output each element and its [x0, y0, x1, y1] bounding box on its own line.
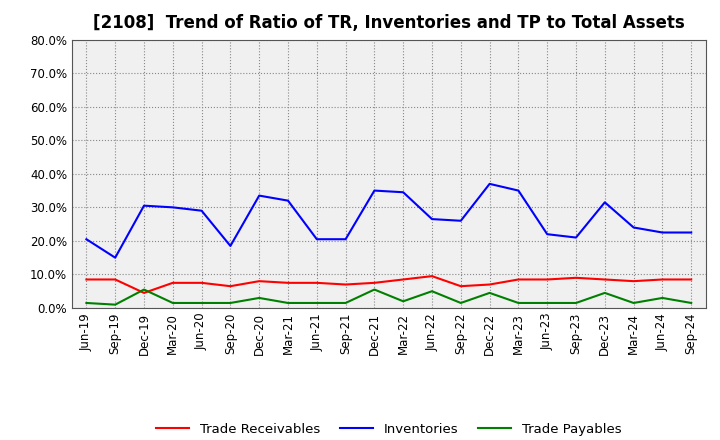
Trade Payables	[168, 301, 177, 306]
Inventories	[82, 237, 91, 242]
Trade Payables	[600, 290, 609, 296]
Trade Receivables	[312, 280, 321, 286]
Trade Receivables	[197, 280, 206, 286]
Trade Receivables	[341, 282, 350, 287]
Legend: Trade Receivables, Inventories, Trade Payables: Trade Receivables, Inventories, Trade Pa…	[151, 418, 626, 440]
Trade Payables	[111, 302, 120, 307]
Trade Receivables	[687, 277, 696, 282]
Inventories	[370, 188, 379, 193]
Trade Receivables	[600, 277, 609, 282]
Trade Receivables	[140, 290, 148, 296]
Trade Payables	[543, 301, 552, 306]
Trade Receivables	[168, 280, 177, 286]
Trade Receivables	[514, 277, 523, 282]
Inventories	[312, 237, 321, 242]
Inventories	[485, 181, 494, 187]
Trade Receivables	[485, 282, 494, 287]
Inventories	[168, 205, 177, 210]
Trade Receivables	[399, 277, 408, 282]
Trade Receivables	[226, 283, 235, 289]
Inventories	[226, 243, 235, 249]
Trade Payables	[312, 301, 321, 306]
Inventories	[629, 225, 638, 230]
Trade Receivables	[456, 283, 465, 289]
Trade Receivables	[572, 275, 580, 280]
Trade Receivables	[629, 279, 638, 284]
Line: Trade Payables: Trade Payables	[86, 290, 691, 304]
Inventories	[428, 216, 436, 222]
Inventories	[600, 200, 609, 205]
Trade Payables	[197, 301, 206, 306]
Trade Receivables	[284, 280, 292, 286]
Trade Payables	[514, 301, 523, 306]
Trade Receivables	[82, 277, 91, 282]
Inventories	[284, 198, 292, 203]
Inventories	[341, 237, 350, 242]
Trade Payables	[572, 301, 580, 306]
Trade Payables	[399, 299, 408, 304]
Trade Payables	[341, 301, 350, 306]
Trade Payables	[284, 301, 292, 306]
Trade Payables	[82, 301, 91, 306]
Trade Receivables	[658, 277, 667, 282]
Trade Receivables	[428, 274, 436, 279]
Trade Receivables	[111, 277, 120, 282]
Trade Payables	[485, 290, 494, 296]
Trade Receivables	[370, 280, 379, 286]
Trade Receivables	[543, 277, 552, 282]
Inventories	[456, 218, 465, 224]
Inventories	[197, 208, 206, 213]
Inventories	[658, 230, 667, 235]
Title: [2108]  Trend of Ratio of TR, Inventories and TP to Total Assets: [2108] Trend of Ratio of TR, Inventories…	[93, 15, 685, 33]
Line: Inventories: Inventories	[86, 184, 691, 258]
Inventories	[111, 255, 120, 260]
Inventories	[255, 193, 264, 198]
Trade Payables	[255, 295, 264, 301]
Trade Payables	[456, 301, 465, 306]
Line: Trade Receivables: Trade Receivables	[86, 276, 691, 293]
Trade Payables	[140, 287, 148, 292]
Trade Payables	[370, 287, 379, 292]
Trade Receivables	[255, 279, 264, 284]
Inventories	[572, 235, 580, 240]
Trade Payables	[658, 295, 667, 301]
Trade Payables	[629, 301, 638, 306]
Inventories	[514, 188, 523, 193]
Trade Payables	[226, 301, 235, 306]
Inventories	[543, 231, 552, 237]
Inventories	[140, 203, 148, 208]
Trade Payables	[428, 289, 436, 294]
Inventories	[687, 230, 696, 235]
Trade Payables	[687, 301, 696, 306]
Inventories	[399, 190, 408, 195]
